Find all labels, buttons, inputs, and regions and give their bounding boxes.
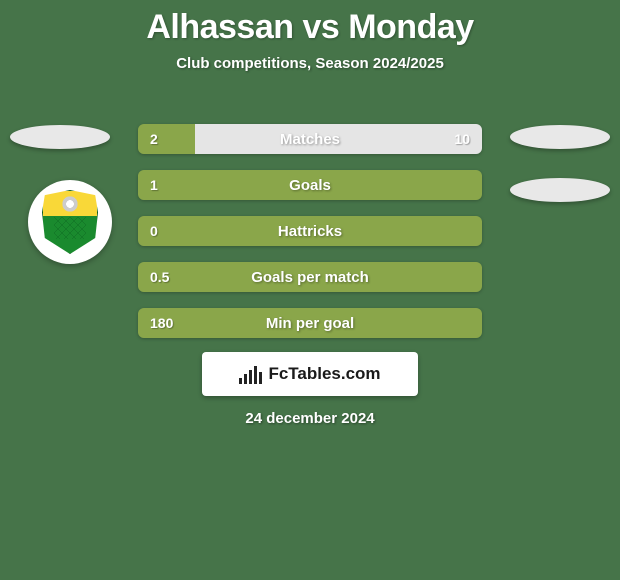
stats-container: 2 Matches 10 1 Goals 0 Hattricks 0.5 Goa…	[138, 124, 482, 354]
stat-bar-left	[138, 124, 195, 154]
stat-value-right: 10	[454, 131, 470, 147]
stat-row-goals: 1 Goals	[138, 170, 482, 200]
shield-icon	[42, 190, 98, 254]
stat-row-matches: 2 Matches 10	[138, 124, 482, 154]
stat-row-hattricks: 0 Hattricks	[138, 216, 482, 246]
player-right-placeholder-1	[510, 125, 610, 149]
date-text: 24 december 2024	[245, 410, 374, 427]
stat-label: Goals per match	[251, 269, 369, 286]
page-title: Alhassan vs Monday	[0, 8, 620, 47]
stat-label: Goals	[289, 177, 331, 194]
stat-value-left: 180	[150, 315, 173, 331]
stat-label: Min per goal	[266, 315, 354, 332]
player-left-placeholder-1	[10, 125, 110, 149]
stat-value-left: 0	[150, 223, 158, 239]
bar-chart-icon	[239, 364, 262, 384]
stat-row-goals-per-match: 0.5 Goals per match	[138, 262, 482, 292]
subtitle: Club competitions, Season 2024/2025	[0, 55, 620, 72]
fctables-logo[interactable]: FcTables.com	[202, 352, 418, 396]
stat-value-left: 1	[150, 177, 158, 193]
stat-value-left: 0.5	[150, 269, 169, 285]
club-badge	[28, 180, 112, 264]
logo-text: FcTables.com	[268, 364, 380, 384]
player-right-placeholder-2	[510, 178, 610, 202]
stat-value-left: 2	[150, 131, 158, 147]
stat-label: Matches	[280, 131, 340, 148]
header: Alhassan vs Monday Club competitions, Se…	[0, 0, 620, 72]
stat-label: Hattricks	[278, 223, 342, 240]
stat-row-min-per-goal: 180 Min per goal	[138, 308, 482, 338]
